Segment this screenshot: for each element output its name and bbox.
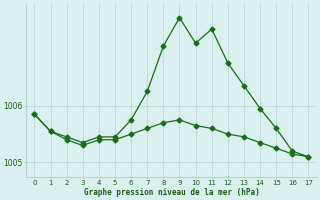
X-axis label: Graphe pression niveau de la mer (hPa): Graphe pression niveau de la mer (hPa): [84, 188, 259, 197]
